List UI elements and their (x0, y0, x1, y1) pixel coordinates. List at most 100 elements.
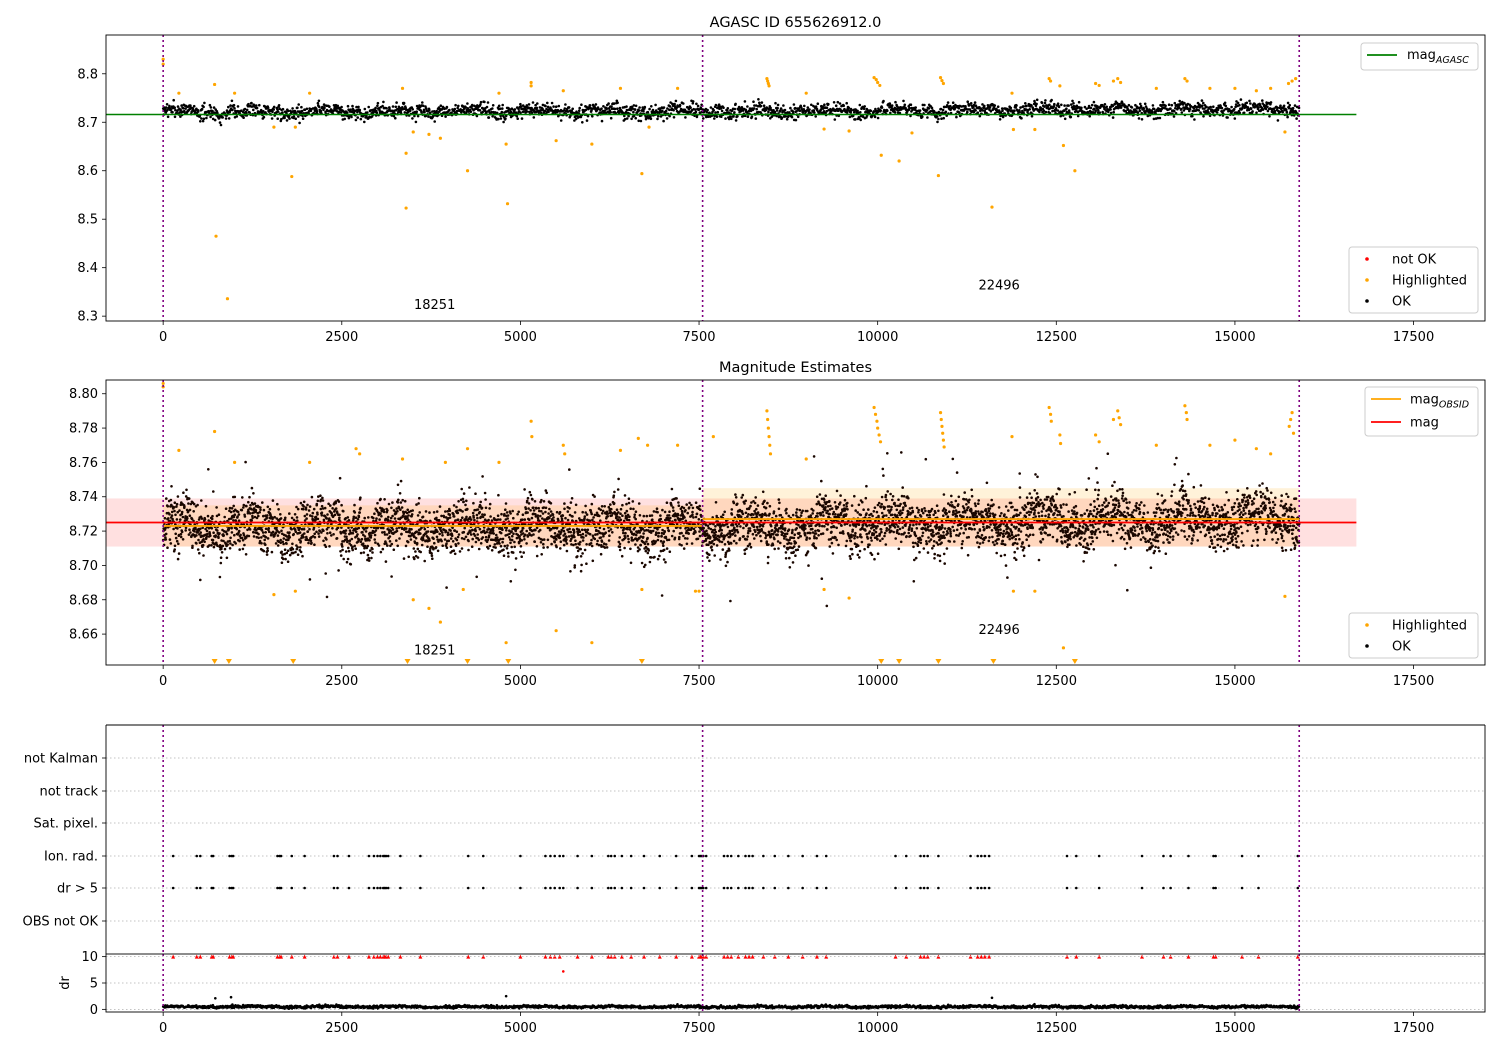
ok-point (480, 506, 484, 510)
ok-point (374, 519, 378, 523)
ok-point (335, 537, 339, 540)
ok-point (682, 102, 685, 105)
ok-point (435, 518, 439, 522)
ok-point (266, 549, 270, 552)
ok-point (613, 107, 617, 111)
ok-point (1130, 106, 1134, 109)
ok-point (294, 530, 298, 533)
ok-point (164, 538, 168, 541)
ok-point (421, 515, 425, 519)
ok-point (712, 109, 715, 112)
ok-point (795, 110, 798, 113)
ok-point (1019, 106, 1022, 109)
ok-point (612, 102, 616, 105)
ok-point (1266, 105, 1269, 108)
ok-point (341, 545, 344, 548)
ok-point (261, 501, 264, 504)
ok-point (503, 544, 507, 548)
ok-point (649, 531, 653, 534)
x-tick-label: 7500 (682, 330, 715, 345)
ok-point (471, 528, 474, 532)
ok-point (1127, 103, 1131, 107)
ok-point (173, 501, 177, 505)
ok-point (283, 116, 286, 120)
ok-point (222, 539, 225, 543)
ok-point (235, 527, 239, 531)
ok-point (373, 512, 376, 515)
highlighted-point (1073, 169, 1077, 173)
ok-point (1053, 102, 1056, 106)
ok-point (203, 540, 206, 543)
ok-point (612, 502, 616, 505)
highlighted-point (1047, 77, 1051, 81)
ok-point (278, 531, 281, 534)
ok-point (262, 549, 266, 553)
ok-point (245, 108, 249, 112)
ok-point (457, 542, 460, 545)
ok-point (479, 504, 482, 508)
ok-point (279, 517, 283, 520)
y-tick-label: 8.6 (77, 164, 98, 179)
ok-point (302, 505, 306, 508)
legend-marker (1365, 257, 1369, 261)
ok-point (944, 110, 948, 114)
legend-label: not OK (1392, 253, 1437, 268)
ok-point (955, 115, 958, 119)
ok-point (758, 101, 761, 105)
ok-point (535, 106, 539, 110)
ok-point (526, 496, 530, 500)
ok-point (791, 110, 795, 113)
ok-point (610, 507, 613, 511)
ok-point (1291, 106, 1295, 110)
ok-point (525, 110, 529, 113)
ok-point (354, 530, 358, 533)
ok-point (366, 537, 370, 540)
ok-point (1276, 106, 1279, 110)
ok-point (169, 542, 173, 545)
ok-point (506, 544, 509, 547)
ok-point (452, 504, 456, 507)
ok-point (1295, 117, 1298, 120)
ok-point (767, 110, 770, 114)
ok-point (880, 106, 884, 109)
ok-point (411, 108, 415, 111)
ok-point (375, 111, 379, 115)
ok-point (184, 107, 187, 110)
ok-point (513, 108, 517, 111)
ok-point (548, 507, 551, 511)
ok-point (292, 115, 296, 118)
ok-point (488, 544, 492, 548)
ok-point (542, 546, 545, 549)
ok-point (643, 542, 647, 546)
ok-point (356, 110, 359, 114)
x-tick-label: 5000 (504, 330, 537, 345)
ok-point (210, 544, 213, 547)
ok-point (254, 104, 258, 107)
ok-point (453, 552, 457, 556)
ok-point (413, 535, 416, 538)
ok-point (593, 537, 597, 541)
ok-point (1095, 107, 1099, 110)
ok-point (836, 100, 840, 104)
ok-point (988, 106, 992, 109)
ok-point (457, 104, 460, 108)
ok-point (449, 529, 452, 532)
ok-point (313, 532, 317, 536)
ok-point (1050, 98, 1053, 102)
ok-point (383, 498, 386, 501)
ok-point (164, 526, 167, 530)
ok-point (557, 530, 561, 533)
ok-point (463, 537, 466, 541)
ok-point (972, 105, 975, 109)
ok-point (257, 536, 261, 540)
ok-point (237, 519, 241, 522)
ok-point (542, 538, 546, 541)
ok-point (744, 108, 748, 112)
ok-point (969, 102, 973, 105)
ok-point (649, 117, 653, 121)
ok-point (604, 543, 608, 546)
ok-point (180, 510, 184, 514)
x-tick-label: 10000 (857, 330, 898, 345)
ok-point (353, 511, 357, 514)
ok-point (438, 532, 442, 536)
